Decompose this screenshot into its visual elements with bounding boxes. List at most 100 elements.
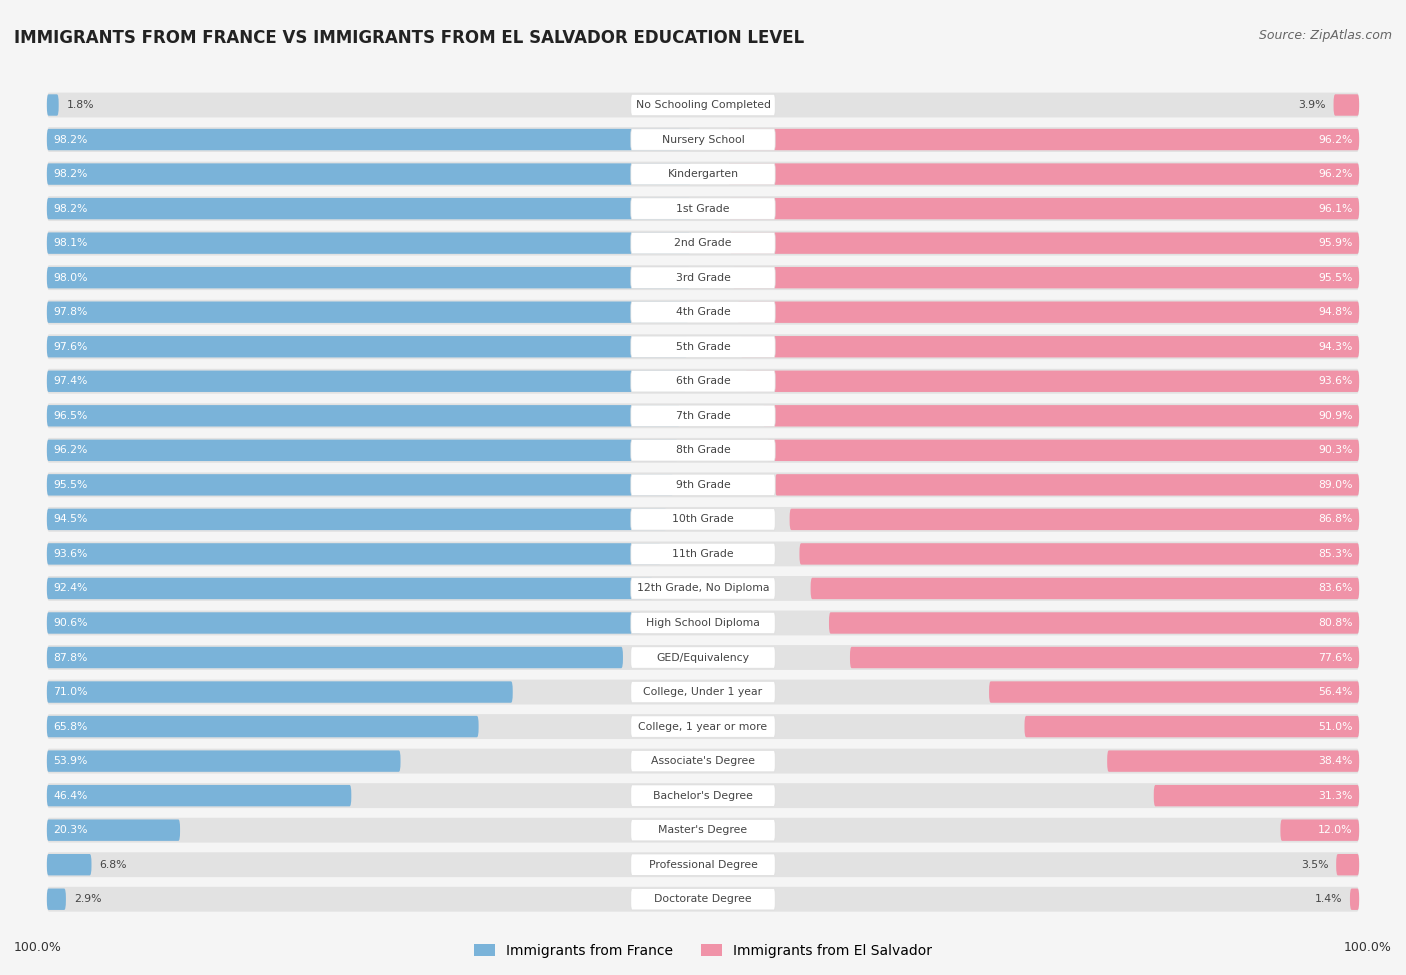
FancyBboxPatch shape [46, 714, 1360, 739]
FancyBboxPatch shape [46, 301, 689, 323]
FancyBboxPatch shape [775, 474, 1360, 495]
Text: 1.8%: 1.8% [66, 100, 94, 110]
Text: 46.4%: 46.4% [53, 791, 87, 800]
Text: 6.8%: 6.8% [100, 860, 127, 870]
Text: Bachelor's Degree: Bachelor's Degree [652, 791, 754, 800]
FancyBboxPatch shape [46, 783, 1360, 808]
FancyBboxPatch shape [46, 336, 688, 358]
FancyBboxPatch shape [631, 646, 775, 668]
Text: 98.1%: 98.1% [53, 238, 87, 249]
Text: 80.8%: 80.8% [1317, 618, 1353, 628]
Text: 31.3%: 31.3% [1319, 791, 1353, 800]
FancyBboxPatch shape [46, 162, 1360, 186]
FancyBboxPatch shape [631, 405, 775, 426]
FancyBboxPatch shape [46, 265, 1360, 291]
FancyBboxPatch shape [631, 129, 775, 150]
FancyBboxPatch shape [46, 680, 1360, 705]
FancyBboxPatch shape [46, 507, 1360, 531]
Text: 1st Grade: 1st Grade [676, 204, 730, 214]
Text: 96.5%: 96.5% [53, 410, 87, 421]
FancyBboxPatch shape [46, 404, 1360, 428]
FancyBboxPatch shape [46, 93, 1360, 117]
Text: 96.2%: 96.2% [1319, 169, 1353, 179]
FancyBboxPatch shape [46, 164, 692, 185]
FancyBboxPatch shape [811, 578, 1360, 600]
FancyBboxPatch shape [46, 612, 641, 634]
Text: Master's Degree: Master's Degree [658, 825, 748, 836]
Text: 9th Grade: 9th Grade [676, 480, 730, 489]
Text: 1.4%: 1.4% [1315, 894, 1343, 904]
FancyBboxPatch shape [988, 682, 1360, 703]
FancyBboxPatch shape [631, 578, 775, 600]
FancyBboxPatch shape [46, 232, 690, 254]
Text: 98.2%: 98.2% [53, 204, 87, 214]
FancyBboxPatch shape [851, 646, 1360, 668]
FancyBboxPatch shape [631, 232, 775, 254]
Text: 53.9%: 53.9% [53, 756, 87, 766]
FancyBboxPatch shape [46, 646, 623, 668]
FancyBboxPatch shape [46, 267, 690, 289]
FancyBboxPatch shape [46, 95, 59, 116]
FancyBboxPatch shape [46, 716, 478, 737]
FancyBboxPatch shape [46, 749, 1360, 773]
FancyBboxPatch shape [631, 301, 775, 323]
Text: 71.0%: 71.0% [53, 687, 89, 697]
Text: 2.9%: 2.9% [73, 894, 101, 904]
Text: 56.4%: 56.4% [1319, 687, 1353, 697]
FancyBboxPatch shape [737, 301, 1360, 323]
Text: Doctorate Degree: Doctorate Degree [654, 894, 752, 904]
FancyBboxPatch shape [46, 127, 1360, 152]
FancyBboxPatch shape [46, 299, 1360, 325]
Text: 97.8%: 97.8% [53, 307, 87, 317]
FancyBboxPatch shape [730, 232, 1360, 254]
Text: 10th Grade: 10th Grade [672, 515, 734, 525]
FancyBboxPatch shape [46, 543, 661, 565]
FancyBboxPatch shape [631, 854, 775, 876]
FancyBboxPatch shape [631, 198, 775, 219]
Text: 11th Grade: 11th Grade [672, 549, 734, 559]
Text: College, Under 1 year: College, Under 1 year [644, 687, 762, 697]
FancyBboxPatch shape [1350, 888, 1360, 910]
Text: 8th Grade: 8th Grade [676, 446, 730, 455]
FancyBboxPatch shape [46, 405, 681, 426]
Text: 98.2%: 98.2% [53, 135, 87, 144]
Text: 95.9%: 95.9% [1319, 238, 1353, 249]
FancyBboxPatch shape [631, 716, 775, 737]
FancyBboxPatch shape [46, 129, 692, 150]
Text: 7th Grade: 7th Grade [676, 410, 730, 421]
FancyBboxPatch shape [631, 336, 775, 358]
Text: 3.9%: 3.9% [1298, 100, 1326, 110]
Text: High School Diploma: High School Diploma [647, 618, 759, 628]
Text: 98.2%: 98.2% [53, 169, 87, 179]
FancyBboxPatch shape [728, 129, 1360, 150]
Text: 94.3%: 94.3% [1319, 341, 1353, 352]
Text: 93.6%: 93.6% [1319, 376, 1353, 386]
Text: 12.0%: 12.0% [1317, 825, 1353, 836]
FancyBboxPatch shape [1107, 751, 1360, 772]
FancyBboxPatch shape [728, 164, 1360, 185]
FancyBboxPatch shape [631, 267, 775, 289]
FancyBboxPatch shape [1025, 716, 1360, 737]
FancyBboxPatch shape [631, 474, 775, 495]
Text: Source: ZipAtlas.com: Source: ZipAtlas.com [1258, 29, 1392, 42]
FancyBboxPatch shape [46, 854, 91, 876]
FancyBboxPatch shape [46, 440, 678, 461]
Text: 94.5%: 94.5% [53, 515, 87, 525]
FancyBboxPatch shape [631, 751, 775, 772]
FancyBboxPatch shape [46, 610, 1360, 636]
FancyBboxPatch shape [46, 231, 1360, 255]
Text: 90.6%: 90.6% [53, 618, 89, 628]
FancyBboxPatch shape [631, 370, 775, 392]
Text: 100.0%: 100.0% [14, 941, 62, 955]
Text: College, 1 year or more: College, 1 year or more [638, 722, 768, 731]
FancyBboxPatch shape [631, 440, 775, 461]
Text: 89.0%: 89.0% [1317, 480, 1353, 489]
FancyBboxPatch shape [762, 405, 1360, 426]
FancyBboxPatch shape [631, 95, 775, 116]
FancyBboxPatch shape [46, 541, 1360, 566]
Text: 85.3%: 85.3% [1319, 549, 1353, 559]
Text: 97.6%: 97.6% [53, 341, 87, 352]
Text: 65.8%: 65.8% [53, 722, 87, 731]
Text: 96.2%: 96.2% [1319, 135, 1353, 144]
FancyBboxPatch shape [46, 887, 1360, 912]
